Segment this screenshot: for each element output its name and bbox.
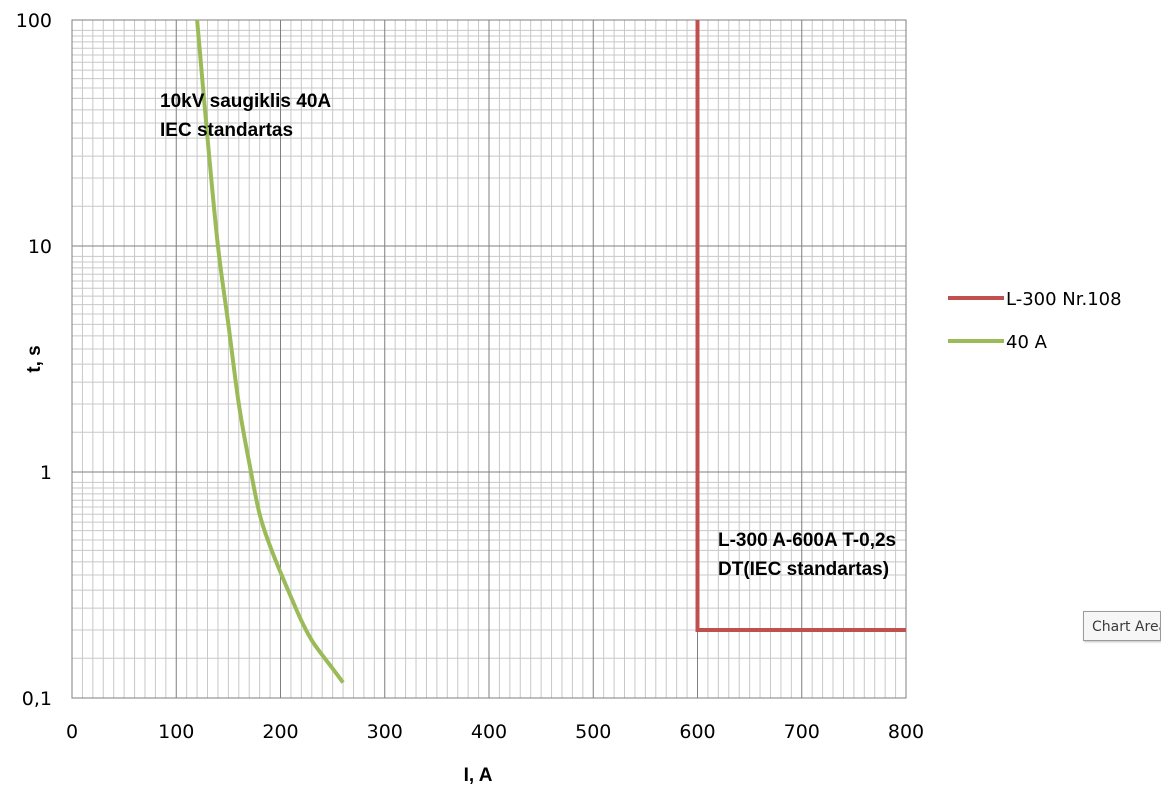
x-tick-label: 200 xyxy=(262,721,298,743)
y-tick-label: 0,1 xyxy=(22,688,52,710)
x-tick-labels: 0 100 200 300 400 500 600 700 800 xyxy=(66,721,924,743)
plot-area-border xyxy=(71,19,907,699)
x-tick-label: 600 xyxy=(679,721,715,743)
series-line-40a xyxy=(195,19,345,684)
y-tick-label: 10 xyxy=(28,236,52,258)
annotation-relay: L-300 A-600A T-0,2s DT(IEC standartas) xyxy=(718,530,896,580)
x-axis-title: I, A xyxy=(464,765,493,786)
y-tick-label: 100 xyxy=(16,10,52,32)
annotation-fuse-line-1: 10kV saugiklis 40A xyxy=(160,91,331,112)
chart-area-tooltip: Chart Area xyxy=(1083,611,1161,641)
x-tick-label: 0 xyxy=(66,721,78,743)
x-tick-label: 300 xyxy=(367,721,403,743)
series-lines xyxy=(195,19,906,684)
legend[interactable]: L-300 Nr.108 40 A xyxy=(948,289,1122,353)
series-line-l300 xyxy=(695,20,906,632)
legend-label-l300: L-300 Nr.108 xyxy=(1006,289,1122,310)
legend-label-40a: 40 A xyxy=(1006,332,1048,353)
annotation-relay-line-2: DT(IEC standartas) xyxy=(718,559,889,580)
x-tick-label: 700 xyxy=(784,721,820,743)
annotation-fuse: 10kV saugiklis 40A IEC standartas xyxy=(160,91,331,141)
y-axis-title: t, s xyxy=(24,345,45,372)
annotation-relay-line-1: L-300 A-600A T-0,2s xyxy=(718,530,896,551)
y-tick-label: 1 xyxy=(40,462,52,484)
x-tick-label: 500 xyxy=(575,721,611,743)
x-tick-label: 100 xyxy=(158,721,194,743)
y-tick-labels: 0,1 1 10 100 xyxy=(16,10,52,710)
x-tick-label: 800 xyxy=(888,721,924,743)
annotation-fuse-line-2: IEC standartas xyxy=(160,120,293,141)
x-tick-label: 400 xyxy=(471,721,507,743)
